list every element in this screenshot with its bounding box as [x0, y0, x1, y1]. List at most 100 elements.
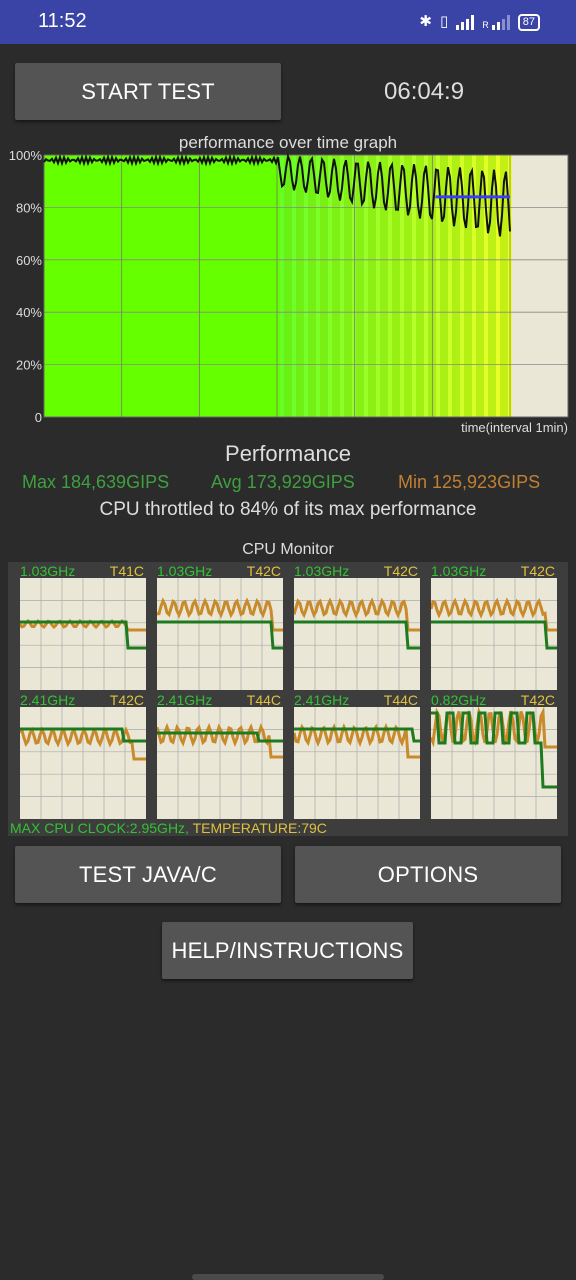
graph-bar	[424, 155, 428, 417]
graph-bar	[264, 155, 268, 417]
graph-bar	[476, 155, 480, 417]
graph-bar	[284, 155, 288, 417]
graph-bar	[268, 155, 272, 417]
test-java-c-button[interactable]: TEST JAVA/C	[15, 846, 281, 903]
graph-bar	[184, 155, 188, 417]
graph-bar	[336, 155, 340, 417]
graph-bar	[64, 155, 68, 417]
graph-bar	[56, 155, 60, 417]
core-temperature: T42C	[520, 563, 555, 579]
graph-bar	[468, 155, 472, 417]
graph-bar	[488, 155, 492, 417]
core-frequency: 1.03GHz	[431, 563, 487, 579]
graph-bar	[232, 155, 236, 417]
graph-bar	[72, 155, 76, 417]
core-load-line	[20, 726, 146, 761]
graph-bar	[220, 155, 224, 417]
core-temperature: T42C	[246, 563, 281, 579]
home-indicator[interactable]	[192, 1274, 384, 1280]
graph-bar	[144, 155, 148, 417]
help-instructions-button[interactable]: HELP/INSTRUCTIONS	[162, 922, 413, 979]
graph-bar	[128, 155, 132, 417]
core-graph	[20, 578, 146, 690]
core-temperature: T41C	[109, 563, 144, 579]
battery-icon: 87	[517, 13, 540, 31]
test-timer: 06:04:9	[384, 78, 465, 105]
performance-graph: 100% 80% 60% 40% 20% 0	[9, 148, 569, 425]
x-axis-note: time(interval 1min)	[461, 420, 568, 435]
graph-bar	[200, 155, 204, 417]
graph-bar	[304, 155, 308, 417]
graph-bar	[504, 155, 508, 417]
graph-bar	[420, 155, 424, 417]
graph-bar	[216, 155, 220, 417]
graph-bar	[348, 155, 352, 417]
graph-bar	[100, 155, 104, 417]
graph-bar	[432, 155, 436, 417]
core-temperature: T44C	[383, 692, 418, 708]
graph-bar	[140, 155, 144, 417]
graph-bar	[392, 155, 396, 417]
graph-bar	[252, 155, 256, 417]
performance-line	[43, 152, 511, 237]
start-test-button[interactable]: START TEST	[15, 63, 281, 120]
graph-bar	[496, 155, 500, 417]
core-frequency: 2.41GHz	[157, 692, 213, 708]
graph-bar	[260, 155, 264, 417]
graph-bar	[80, 155, 84, 417]
graph-bar	[212, 155, 216, 417]
graph-bar	[248, 155, 252, 417]
core-load-line	[157, 722, 283, 759]
graph-bar	[320, 155, 324, 417]
graph-bar	[244, 155, 248, 417]
core-graph	[294, 578, 420, 690]
graph-bar	[388, 155, 392, 417]
graph-bar	[196, 155, 200, 417]
performance-heading: Performance	[225, 441, 351, 466]
signal-roaming-icon: R	[482, 14, 510, 30]
graph-bar	[236, 155, 240, 417]
graph-bar	[448, 155, 452, 417]
options-button[interactable]: OPTIONS	[295, 846, 561, 903]
core-frequency: 2.41GHz	[20, 692, 76, 708]
graph-bar	[384, 155, 388, 417]
graph-bar	[376, 155, 380, 417]
graph-bar	[484, 155, 488, 417]
graph-bar	[208, 155, 212, 417]
status-icons: ✱ ▯ R 87	[419, 12, 540, 32]
core-temperature: T42C	[109, 692, 144, 708]
graph-bar	[428, 155, 432, 417]
y-tick-label: 60%	[16, 253, 42, 268]
graph-bar	[180, 155, 184, 417]
graph-bar	[444, 155, 448, 417]
core-frequency-line	[431, 711, 557, 789]
status-time: 11:52	[38, 10, 87, 32]
y-axis-ticks: 100% 80% 60% 40% 20% 0	[9, 148, 43, 425]
cpu-monitor-title: CPU Monitor	[242, 541, 334, 558]
graph-bar	[460, 155, 464, 417]
graph-bars	[44, 155, 512, 417]
core-temperature: T44C	[246, 692, 281, 708]
core-temperature: T42C	[383, 563, 418, 579]
core-frequency-line	[294, 620, 420, 650]
graph-bar	[480, 155, 484, 417]
core-frequency-line	[431, 620, 557, 650]
graph-title: performance over time graph	[178, 133, 398, 152]
core-frequency-line	[157, 620, 283, 650]
graph-bar	[436, 155, 440, 417]
core-frequency: 1.03GHz	[157, 563, 213, 579]
graph-bar	[400, 155, 404, 417]
graph-bar	[364, 155, 368, 417]
cpu-temperature: TEMPERATURE:79C	[192, 820, 327, 836]
graph-bar	[76, 155, 80, 417]
graph-bar	[292, 155, 296, 417]
core-load-line	[294, 722, 420, 759]
bluetooth-icon: ✱	[419, 13, 432, 30]
graph-bar	[176, 155, 180, 417]
graph-bar	[104, 155, 108, 417]
graph-bar	[48, 155, 52, 417]
graph-bar	[136, 155, 140, 417]
graph-bar	[396, 155, 400, 417]
core-load-line	[157, 597, 283, 632]
graph-bar	[412, 155, 416, 417]
